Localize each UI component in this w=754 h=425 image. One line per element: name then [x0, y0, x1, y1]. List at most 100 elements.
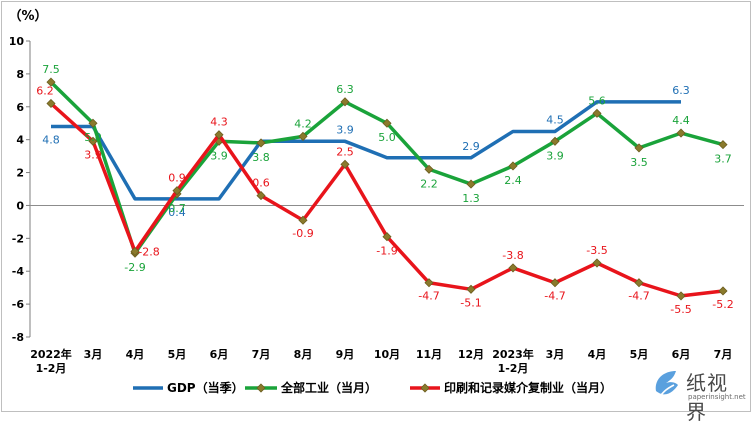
series-line-0	[51, 100, 681, 201]
x-tick-label: 5月	[168, 348, 187, 361]
x-tick-label: 6月	[210, 348, 229, 361]
data-point-marker	[592, 258, 602, 268]
y-tick-label: -2	[12, 232, 24, 245]
x-tick-label: 6月	[672, 348, 691, 361]
x-tick-label: 1-2月	[36, 362, 67, 375]
data-point-marker	[256, 191, 266, 201]
data-point-marker	[46, 77, 56, 87]
x-tick-label: 9月	[336, 348, 355, 361]
data-label: 0.6	[252, 177, 270, 190]
x-tick-label: 3月	[84, 348, 103, 361]
legend-label-1: 全部工业（当月）	[280, 380, 377, 395]
x-tick-label: 2022年	[30, 347, 72, 361]
data-label: -3.5	[586, 244, 607, 257]
data-point-marker	[298, 131, 308, 141]
watermark-brand-en: paperinsight.net	[688, 393, 746, 401]
data-point-marker	[172, 186, 182, 196]
data-point-marker	[424, 278, 434, 288]
data-label: 3.5	[630, 156, 648, 169]
data-label: -2.8	[138, 245, 159, 258]
data-point-marker	[466, 284, 476, 294]
data-point-marker	[424, 164, 434, 174]
data-point-marker	[676, 291, 686, 301]
data-label: -4.7	[628, 290, 649, 303]
x-tick-label: 2023年	[492, 347, 534, 361]
data-point-marker	[340, 159, 350, 169]
data-label: 0.7	[168, 202, 186, 215]
legend: GDP（当季） 全部工业（当月） 印刷和记录媒介复制业（当月）	[133, 380, 612, 395]
data-point-marker	[382, 232, 392, 242]
y-tick-label: 2	[16, 167, 24, 180]
data-point-marker	[46, 98, 56, 109]
y-tick-label: -4	[12, 265, 25, 278]
data-label: 4.8	[42, 134, 60, 147]
x-tick-label: 12月	[458, 348, 484, 361]
data-point-marker	[634, 278, 644, 288]
data-point-marker	[340, 97, 350, 107]
data-point-marker	[634, 143, 644, 153]
data-label: -2.9	[124, 261, 145, 274]
x-tick-label: 7月	[252, 348, 271, 361]
data-label: 2.4	[504, 174, 522, 187]
data-point-marker	[88, 136, 98, 146]
data-point-marker	[718, 286, 728, 296]
data-point-marker	[382, 118, 392, 128]
data-label: 0.9	[168, 172, 186, 185]
x-tick-label: 3月	[546, 348, 565, 361]
series-layer	[46, 77, 728, 301]
data-label: 5.0	[84, 131, 102, 144]
x-tick-label: 8月	[294, 348, 313, 361]
data-label: 4.4	[672, 114, 690, 127]
y-tick-label: 6	[16, 101, 24, 114]
data-label: 3.9	[84, 148, 102, 161]
data-point-marker	[508, 263, 518, 273]
x-tick-label: 5月	[630, 348, 649, 361]
y-tick-label: 8	[16, 68, 24, 81]
data-label: 6.3	[672, 84, 690, 97]
data-label: 5.0	[378, 131, 396, 144]
data-point-marker	[550, 136, 560, 146]
data-point-marker	[466, 179, 476, 189]
data-point-marker	[298, 215, 308, 225]
data-label: 5.6	[588, 94, 606, 107]
data-label: -3.8	[502, 249, 523, 262]
data-label: -4.7	[418, 290, 439, 303]
data-label: -5.1	[460, 296, 481, 309]
data-point-marker	[676, 128, 686, 138]
x-tick-label: 1-2月	[498, 362, 529, 375]
data-label: 4.3	[210, 116, 228, 129]
data-label: 3.8	[252, 151, 270, 164]
data-label: 0.4	[168, 206, 186, 219]
data-point-marker	[214, 130, 224, 140]
data-point-marker	[550, 278, 560, 288]
data-label: 3.9	[546, 149, 564, 162]
data-label: 4.2	[294, 117, 312, 130]
data-point-marker	[256, 138, 266, 148]
data-point-marker	[130, 246, 140, 257]
data-point-marker	[88, 118, 98, 128]
y-tick-label: 4	[16, 134, 24, 147]
x-tick-label: 10月	[374, 348, 400, 361]
data-label: -1.9	[376, 245, 397, 258]
data-point-marker	[508, 161, 518, 171]
y-tick-label: 10	[9, 35, 25, 48]
legend-label-0: GDP（当季）	[167, 380, 244, 395]
legend-marker	[420, 383, 430, 393]
data-point-marker	[718, 140, 728, 150]
data-label: 7.5	[42, 63, 60, 76]
y-tick-label: -6	[12, 298, 25, 311]
watermark-brand-cn: 纸视界	[686, 371, 728, 424]
watermark-logo: 纸视界 paperinsight.net	[650, 365, 746, 424]
data-point-marker	[592, 108, 602, 118]
legend-label-2: 印刷和记录媒介复制业（当月）	[444, 380, 612, 395]
legend-marker	[256, 383, 266, 393]
data-label: -5.5	[670, 303, 691, 316]
x-tick-label: 7月	[714, 348, 733, 361]
data-label: -4.7	[544, 290, 565, 303]
y-tick-label: -8	[12, 331, 24, 344]
data-label: 1.3	[462, 192, 480, 205]
data-label: 3.7	[714, 153, 732, 166]
y-axis-unit: （%）	[8, 8, 47, 24]
